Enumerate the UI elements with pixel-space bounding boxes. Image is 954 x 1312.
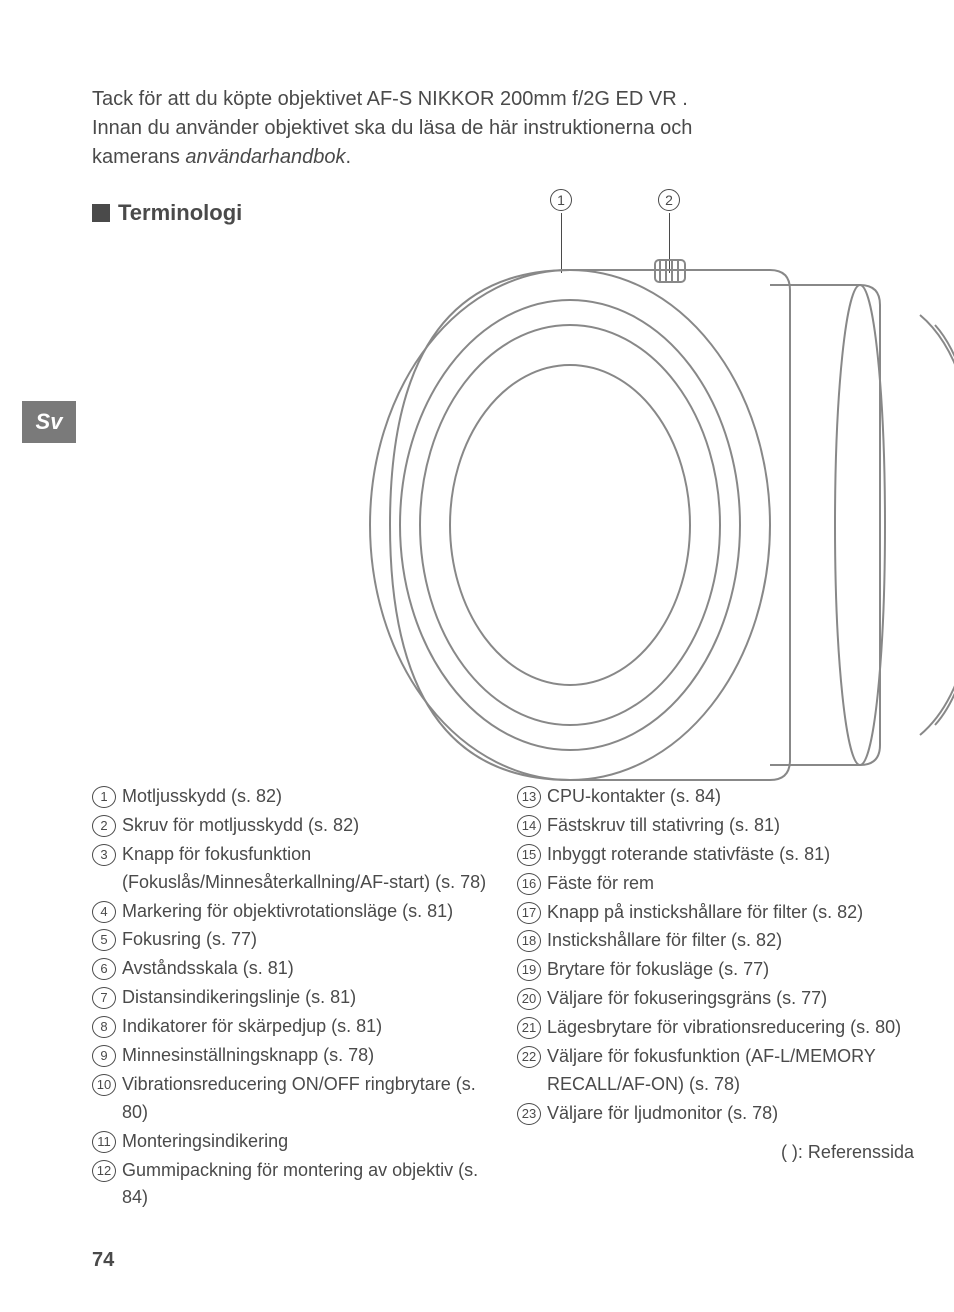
left-item: 3 Knapp för fokusfunktion (Fokuslås/Minne… — [92, 841, 499, 897]
left-item: 6 Avståndsskala (s. 81) — [92, 955, 499, 983]
left-item-number: 1 — [92, 786, 116, 808]
left-item: 5 Fokusring (s. 77) — [92, 926, 499, 954]
intro-line2: Innan du använder objektivet ska du läsa… — [92, 117, 692, 139]
right-item-number: 20 — [517, 988, 541, 1010]
right-item-text: Brytare för fokusläge (s. 77) — [547, 956, 924, 984]
right-item-number: 13 — [517, 786, 541, 808]
bullet-square-icon — [92, 204, 110, 222]
left-column: 1 Motljusskydd (s. 82) 2 Skruv för motljuss… — [92, 783, 499, 1213]
right-item: 15 Inbyggt roterande stativfäste (s. 81) — [517, 841, 924, 869]
left-item: 1 Motljusskydd (s. 82) — [92, 783, 499, 811]
left-item-text: Motljusskydd (s. 82) — [122, 783, 499, 811]
right-item-text: Väljare för fokuseringsgräns (s. 77) — [547, 985, 924, 1013]
callout-1: 1 — [550, 189, 572, 211]
left-item-number: 8 — [92, 1016, 116, 1038]
left-item-number: 4 — [92, 901, 116, 923]
lens-svg — [360, 225, 954, 785]
left-item-number: 12 — [92, 1160, 116, 1182]
left-item-text: Fokusring (s. 77) — [122, 926, 499, 954]
right-item-text: Inbyggt roterande stativfäste (s. 81) — [547, 841, 924, 869]
language-tab-label: Sv — [36, 409, 63, 435]
left-item-text: Minnesinställningsknapp (s. 78) — [122, 1042, 499, 1070]
right-item: 18 Instickshållare för filter (s. 82) — [517, 927, 924, 955]
left-item-text: Skruv för motljusskydd (s. 82) — [122, 812, 499, 840]
intro-text: Tack för att du köpte objektivet AF-S NI… — [92, 85, 954, 172]
left-item-text: Vibrationsreducering ON/OFF ringbrytare … — [122, 1071, 499, 1127]
left-item-text: Monteringsindikering — [122, 1128, 499, 1156]
right-item: 23 Väljare för ljudmonitor (s. 78) — [517, 1100, 924, 1128]
right-item-text: CPU-kontakter (s. 84) — [547, 783, 924, 811]
right-item: 16 Fäste för rem — [517, 870, 924, 898]
left-item: 10 Vibrationsreducering ON/OFF ringbrytar… — [92, 1071, 499, 1127]
right-item-number: 18 — [517, 930, 541, 952]
left-item: 4 Markering för objektivrotationsläge (s.… — [92, 898, 499, 926]
right-item-text: Fäste för rem — [547, 870, 924, 898]
right-item: 20 Väljare för fokuseringsgräns (s. 77) — [517, 985, 924, 1013]
right-item-text: Väljare för ljudmonitor (s. 78) — [547, 1100, 924, 1128]
right-item: 17 Knapp på instickshållare för filter (s… — [517, 899, 924, 927]
right-item-number: 21 — [517, 1017, 541, 1039]
intro-line1: Tack för att du köpte objektivet AF-S NI… — [92, 88, 688, 110]
left-item-text: Knapp för fokusfunktion (Fokuslås/Minnes… — [122, 841, 499, 897]
left-item: 8 Indikatorer för skärpedjup (s. 81) — [92, 1013, 499, 1041]
left-item: 7 Distansindikeringslinje (s. 81) — [92, 984, 499, 1012]
left-item-text: Markering för objektivrotationsläge (s. … — [122, 898, 499, 926]
page-number: 74 — [92, 1249, 114, 1272]
left-item-number: 6 — [92, 958, 116, 980]
left-item-text: Distansindikeringslinje (s. 81) — [122, 984, 499, 1012]
right-item-text: Fästskruv till stativring (s. 81) — [547, 812, 924, 840]
right-item-number: 16 — [517, 873, 541, 895]
right-item-text: Väljare för fokusfunktion (AF-L/MEMORY R… — [547, 1043, 924, 1099]
right-item-number: 19 — [517, 959, 541, 981]
left-item-text: Avståndsskala (s. 81) — [122, 955, 499, 983]
terminology-columns: 1 Motljusskydd (s. 82) 2 Skruv för motljuss… — [92, 783, 924, 1213]
lens-diagram: 1 2 — [360, 175, 954, 775]
left-item: 12 Gummipackning för montering av objekti… — [92, 1157, 499, 1213]
intro-line3-italic: användarhandbok — [185, 146, 345, 168]
right-item-text: Knapp på instickshållare för filter (s. … — [547, 899, 924, 927]
left-item-number: 10 — [92, 1074, 116, 1096]
right-item-number: 15 — [517, 844, 541, 866]
left-item: 9 Minnesinställningsknapp (s. 78) — [92, 1042, 499, 1070]
left-item-text: Gummipackning för montering av objektiv … — [122, 1157, 499, 1213]
callout-1-num: 1 — [550, 189, 572, 211]
section-title: Terminologi — [118, 200, 242, 226]
right-item-text: Lägesbrytare för vibrationsreducering (s… — [547, 1014, 924, 1042]
right-item-text: Instickshållare för filter (s. 82) — [547, 927, 924, 955]
right-item: 14 Fästskruv till stativring (s. 81) — [517, 812, 924, 840]
right-item: 19 Brytare för fokusläge (s. 77) — [517, 956, 924, 984]
right-item: 22 Väljare för fokusfunktion (AF-L/MEMORY… — [517, 1043, 924, 1099]
left-item: 2 Skruv för motljusskydd (s. 82) — [92, 812, 499, 840]
right-item: 13 CPU-kontakter (s. 84) — [517, 783, 924, 811]
right-column: 13 CPU-kontakter (s. 84) 14 Fästskruv till … — [517, 783, 924, 1213]
left-item-text: Indikatorer för skärpedjup (s. 81) — [122, 1013, 499, 1041]
right-item: 21 Lägesbrytare för vibrationsreducering … — [517, 1014, 924, 1042]
callout-2-num: 2 — [658, 189, 680, 211]
language-tab: Sv — [22, 401, 76, 443]
callout-2: 2 — [658, 189, 680, 211]
left-item-number: 9 — [92, 1045, 116, 1067]
left-item-number: 2 — [92, 815, 116, 837]
right-item-number: 17 — [517, 902, 541, 924]
left-item-number: 11 — [92, 1131, 116, 1153]
reference-note: ( ): Referenssida — [517, 1142, 924, 1163]
left-item: 11 Monteringsindikering — [92, 1128, 499, 1156]
left-item-number: 3 — [92, 844, 116, 866]
left-item-number: 5 — [92, 929, 116, 951]
intro-line3a: kamerans — [92, 146, 185, 168]
right-item-number: 14 — [517, 815, 541, 837]
right-item-number: 22 — [517, 1046, 541, 1068]
right-item-number: 23 — [517, 1103, 541, 1125]
left-item-number: 7 — [92, 987, 116, 1009]
intro-line3b: . — [346, 146, 352, 168]
